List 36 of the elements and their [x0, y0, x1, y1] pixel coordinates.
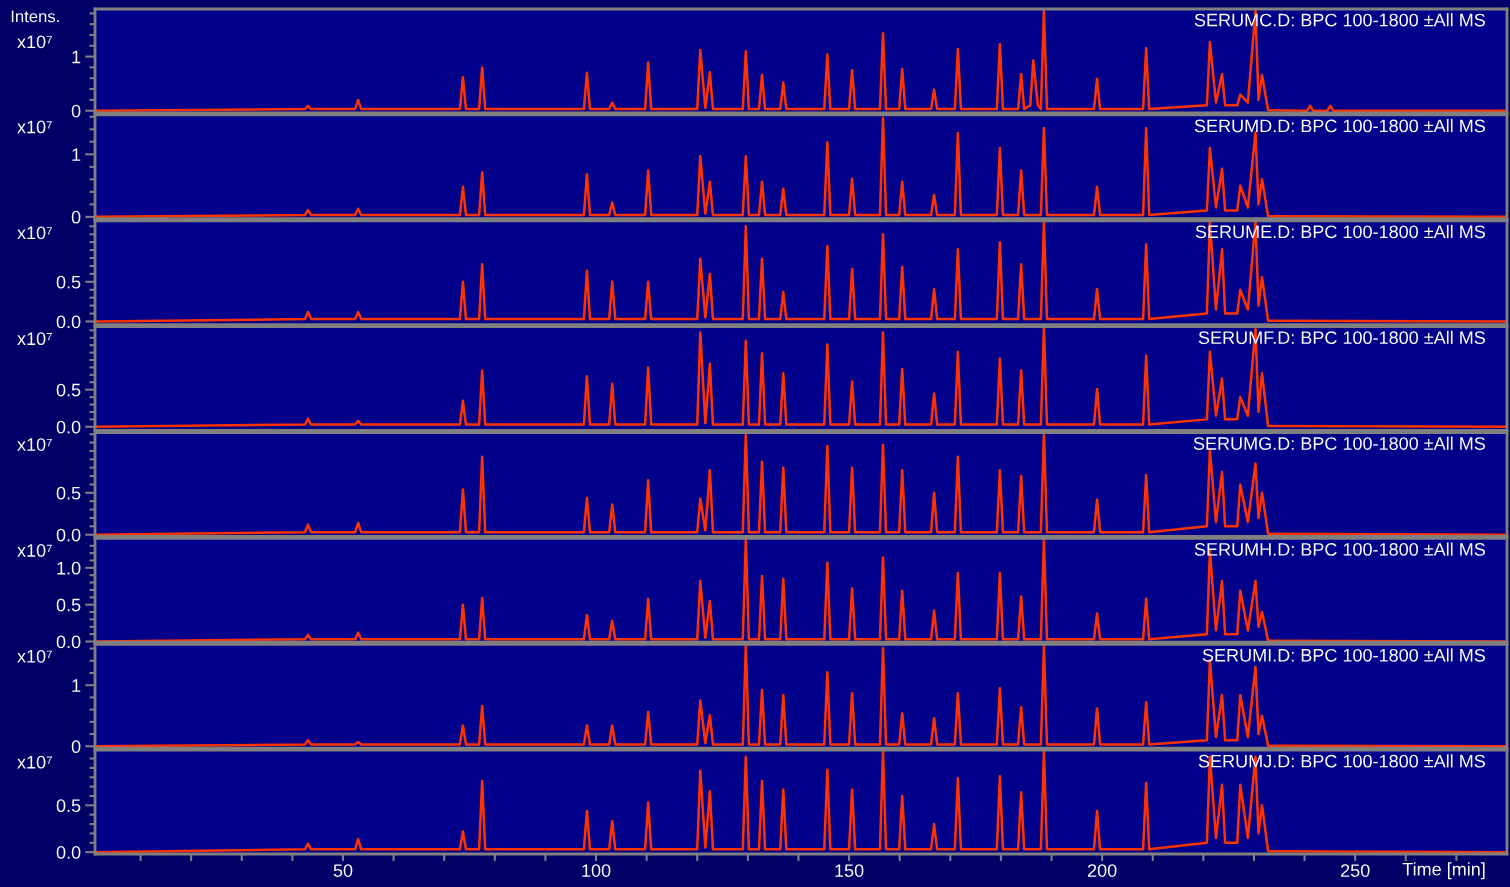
y-axis-title: x10⁷: [17, 438, 52, 451]
y-axis-title: x10⁷: [17, 332, 52, 346]
y-tick-label: 1: [72, 148, 81, 161]
series-label: SERUMG.D: BPC 100-1800 ±All MS: [1193, 436, 1485, 450]
y-axis-title: x10⁷: [17, 649, 52, 663]
y-tick-label: 1.0: [57, 561, 81, 575]
x-axis-title: Time [min]: [1402, 862, 1485, 880]
y-axis-title: x10⁷: [17, 544, 52, 557]
series-label: SERUMI.D: BPC 100-1800 ±All MS: [1202, 648, 1485, 662]
x-tick-label: 250: [1341, 864, 1370, 877]
y-tick-label: 0.0: [56, 420, 81, 434]
y-tick-label: 0.0: [56, 635, 81, 649]
y-tick-label: 0.0: [56, 528, 81, 542]
y-tick-label: 0.5: [56, 383, 81, 397]
y-axis-title: x10⁷: [17, 120, 52, 134]
y-tick-label: 0: [71, 104, 81, 118]
y-tick-label: 0.0: [56, 846, 81, 859]
y-tick-label: 0.5: [56, 486, 81, 500]
x-tick-label: 200: [1087, 864, 1117, 877]
series-label: SERUMH.D: BPC 100-1800 ±All MS: [1194, 542, 1485, 556]
text: Intens.: [11, 10, 59, 23]
y-axis-title: x10⁷: [17, 755, 52, 769]
x-tick-label: 150: [835, 864, 864, 877]
y-tick-label: 0.5: [56, 275, 81, 289]
y-tick-label: 0.5: [56, 598, 81, 612]
y-tick-label: 0: [71, 210, 81, 224]
y-axis-title: x10⁷: [17, 35, 52, 49]
y-tick-label: 0.5: [56, 799, 81, 813]
x-tick-label: 50: [333, 864, 353, 877]
y-axis-title: x10⁷: [17, 226, 52, 240]
y-tick-label: 1: [72, 679, 81, 692]
y-tick-label: 0: [71, 740, 81, 754]
series-label: SERUMD.D: BPC 100-1800 ±All MS: [1194, 119, 1485, 133]
y-tick-label: 1: [72, 50, 81, 64]
x-tick-label: 100: [582, 864, 611, 877]
y-tick-label: 0.0: [56, 315, 81, 329]
